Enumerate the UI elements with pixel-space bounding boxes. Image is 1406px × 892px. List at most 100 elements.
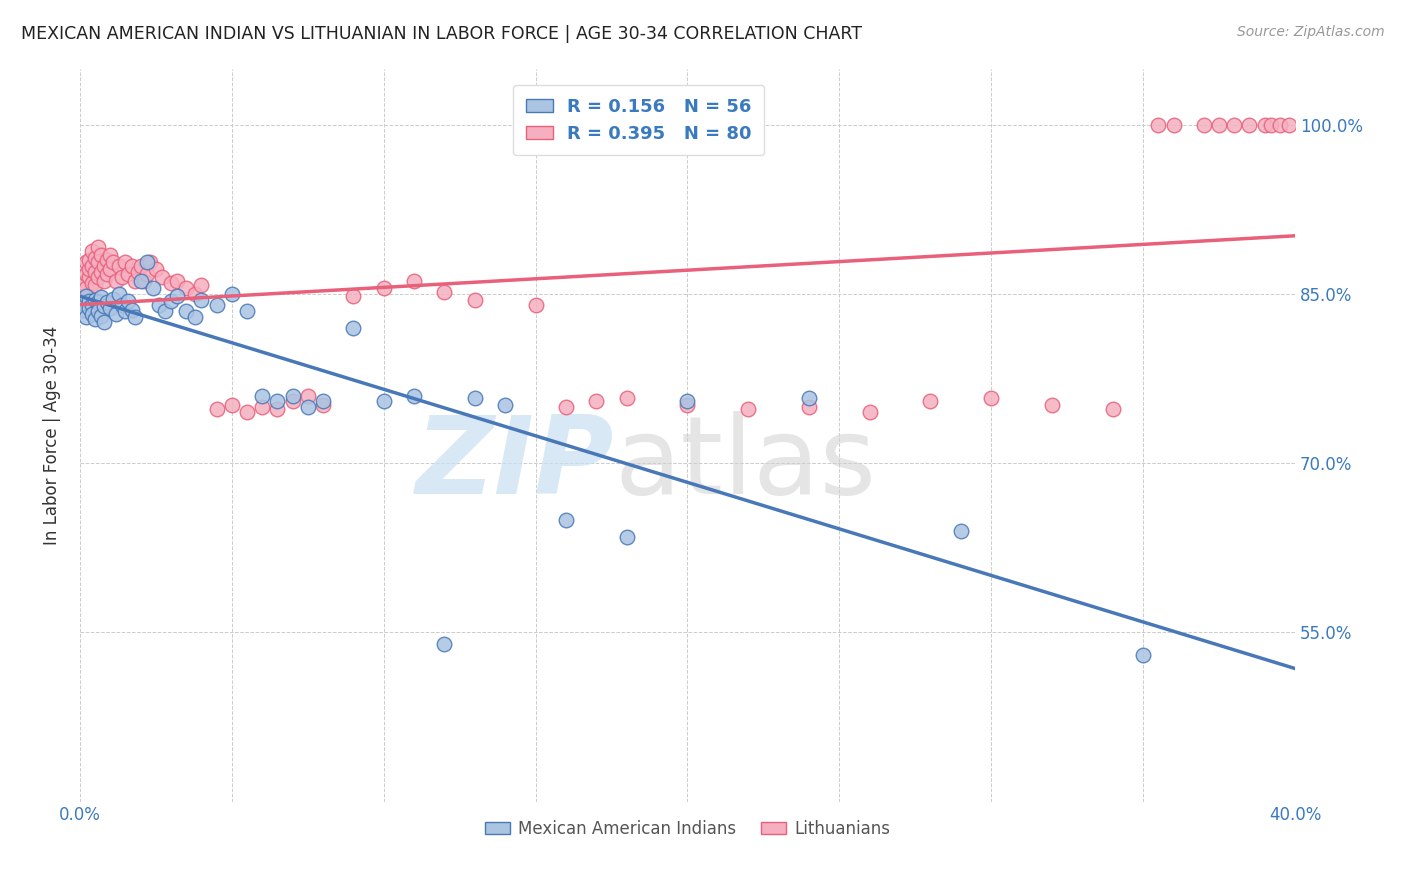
Point <box>148 298 170 312</box>
Point <box>1239 118 1261 132</box>
Y-axis label: In Labor Force | Age 30-34: In Labor Force | Age 30-34 <box>44 326 60 545</box>
Point <box>135 267 157 281</box>
Point <box>129 259 152 273</box>
Point <box>160 276 183 290</box>
Point <box>75 289 97 303</box>
Point <box>1147 118 1170 132</box>
Point <box>87 240 110 254</box>
Point <box>124 274 146 288</box>
Point <box>585 394 607 409</box>
Point <box>433 285 456 299</box>
Point <box>108 287 131 301</box>
Point <box>250 400 273 414</box>
Point <box>1253 118 1275 132</box>
Point <box>153 304 176 318</box>
Point <box>281 394 304 409</box>
Point <box>1101 402 1123 417</box>
Point <box>1192 118 1215 132</box>
Point <box>190 293 212 307</box>
Point <box>859 405 882 419</box>
Point <box>98 262 121 277</box>
Point <box>127 264 149 278</box>
Legend: Mexican American Indians, Lithuanians: Mexican American Indians, Lithuanians <box>478 814 897 845</box>
Point <box>105 307 128 321</box>
Point <box>145 262 167 277</box>
Point <box>129 274 152 288</box>
Point <box>373 394 395 409</box>
Point <box>72 289 94 303</box>
Point <box>616 530 638 544</box>
Point <box>80 244 103 259</box>
Point <box>676 394 699 409</box>
Point <box>166 274 188 288</box>
Point <box>464 391 486 405</box>
Point <box>135 255 157 269</box>
Point <box>250 388 273 402</box>
Point <box>75 310 97 324</box>
Text: MEXICAN AMERICAN INDIAN VS LITHUANIAN IN LABOR FORCE | AGE 30-34 CORRELATION CHA: MEXICAN AMERICAN INDIAN VS LITHUANIAN IN… <box>21 25 862 43</box>
Point <box>139 255 162 269</box>
Point <box>555 400 578 414</box>
Point <box>114 304 136 318</box>
Point <box>93 259 115 273</box>
Point <box>174 281 197 295</box>
Point <box>114 255 136 269</box>
Point <box>80 307 103 321</box>
Point <box>980 391 1002 405</box>
Point <box>77 253 100 268</box>
Point <box>80 298 103 312</box>
Point <box>1163 118 1185 132</box>
Point <box>281 388 304 402</box>
Point <box>96 253 118 268</box>
Point <box>190 278 212 293</box>
Point <box>221 287 243 301</box>
Point <box>949 524 972 538</box>
Point <box>1278 118 1301 132</box>
Point <box>72 302 94 317</box>
Point <box>77 293 100 308</box>
Point <box>1268 118 1291 132</box>
Point <box>266 394 288 409</box>
Point <box>342 321 364 335</box>
Point <box>1208 118 1230 132</box>
Point <box>342 289 364 303</box>
Point <box>75 255 97 269</box>
Text: Source: ZipAtlas.com: Source: ZipAtlas.com <box>1237 25 1385 39</box>
Point <box>616 391 638 405</box>
Point <box>1040 398 1063 412</box>
Point <box>555 513 578 527</box>
Point <box>93 300 115 314</box>
Point <box>236 304 259 318</box>
Point <box>98 301 121 315</box>
Point <box>77 301 100 315</box>
Point <box>297 388 319 402</box>
Point <box>150 270 173 285</box>
Point <box>1132 648 1154 662</box>
Point <box>797 391 820 405</box>
Point <box>402 274 425 288</box>
Point <box>121 259 143 273</box>
Point <box>297 400 319 414</box>
Point <box>205 298 228 312</box>
Point <box>111 298 134 312</box>
Point <box>494 398 516 412</box>
Point <box>98 247 121 261</box>
Point <box>72 296 94 310</box>
Point <box>121 302 143 317</box>
Point <box>90 309 112 323</box>
Point <box>90 264 112 278</box>
Point <box>75 281 97 295</box>
Point <box>312 398 335 412</box>
Point <box>96 295 118 310</box>
Point <box>84 278 107 293</box>
Point <box>75 267 97 281</box>
Point <box>103 255 125 269</box>
Point <box>77 270 100 285</box>
Point <box>84 311 107 326</box>
Point <box>464 293 486 307</box>
Point <box>87 304 110 318</box>
Point <box>105 274 128 288</box>
Point <box>676 398 699 412</box>
Point <box>1223 118 1246 132</box>
Text: atlas: atlas <box>614 411 876 517</box>
